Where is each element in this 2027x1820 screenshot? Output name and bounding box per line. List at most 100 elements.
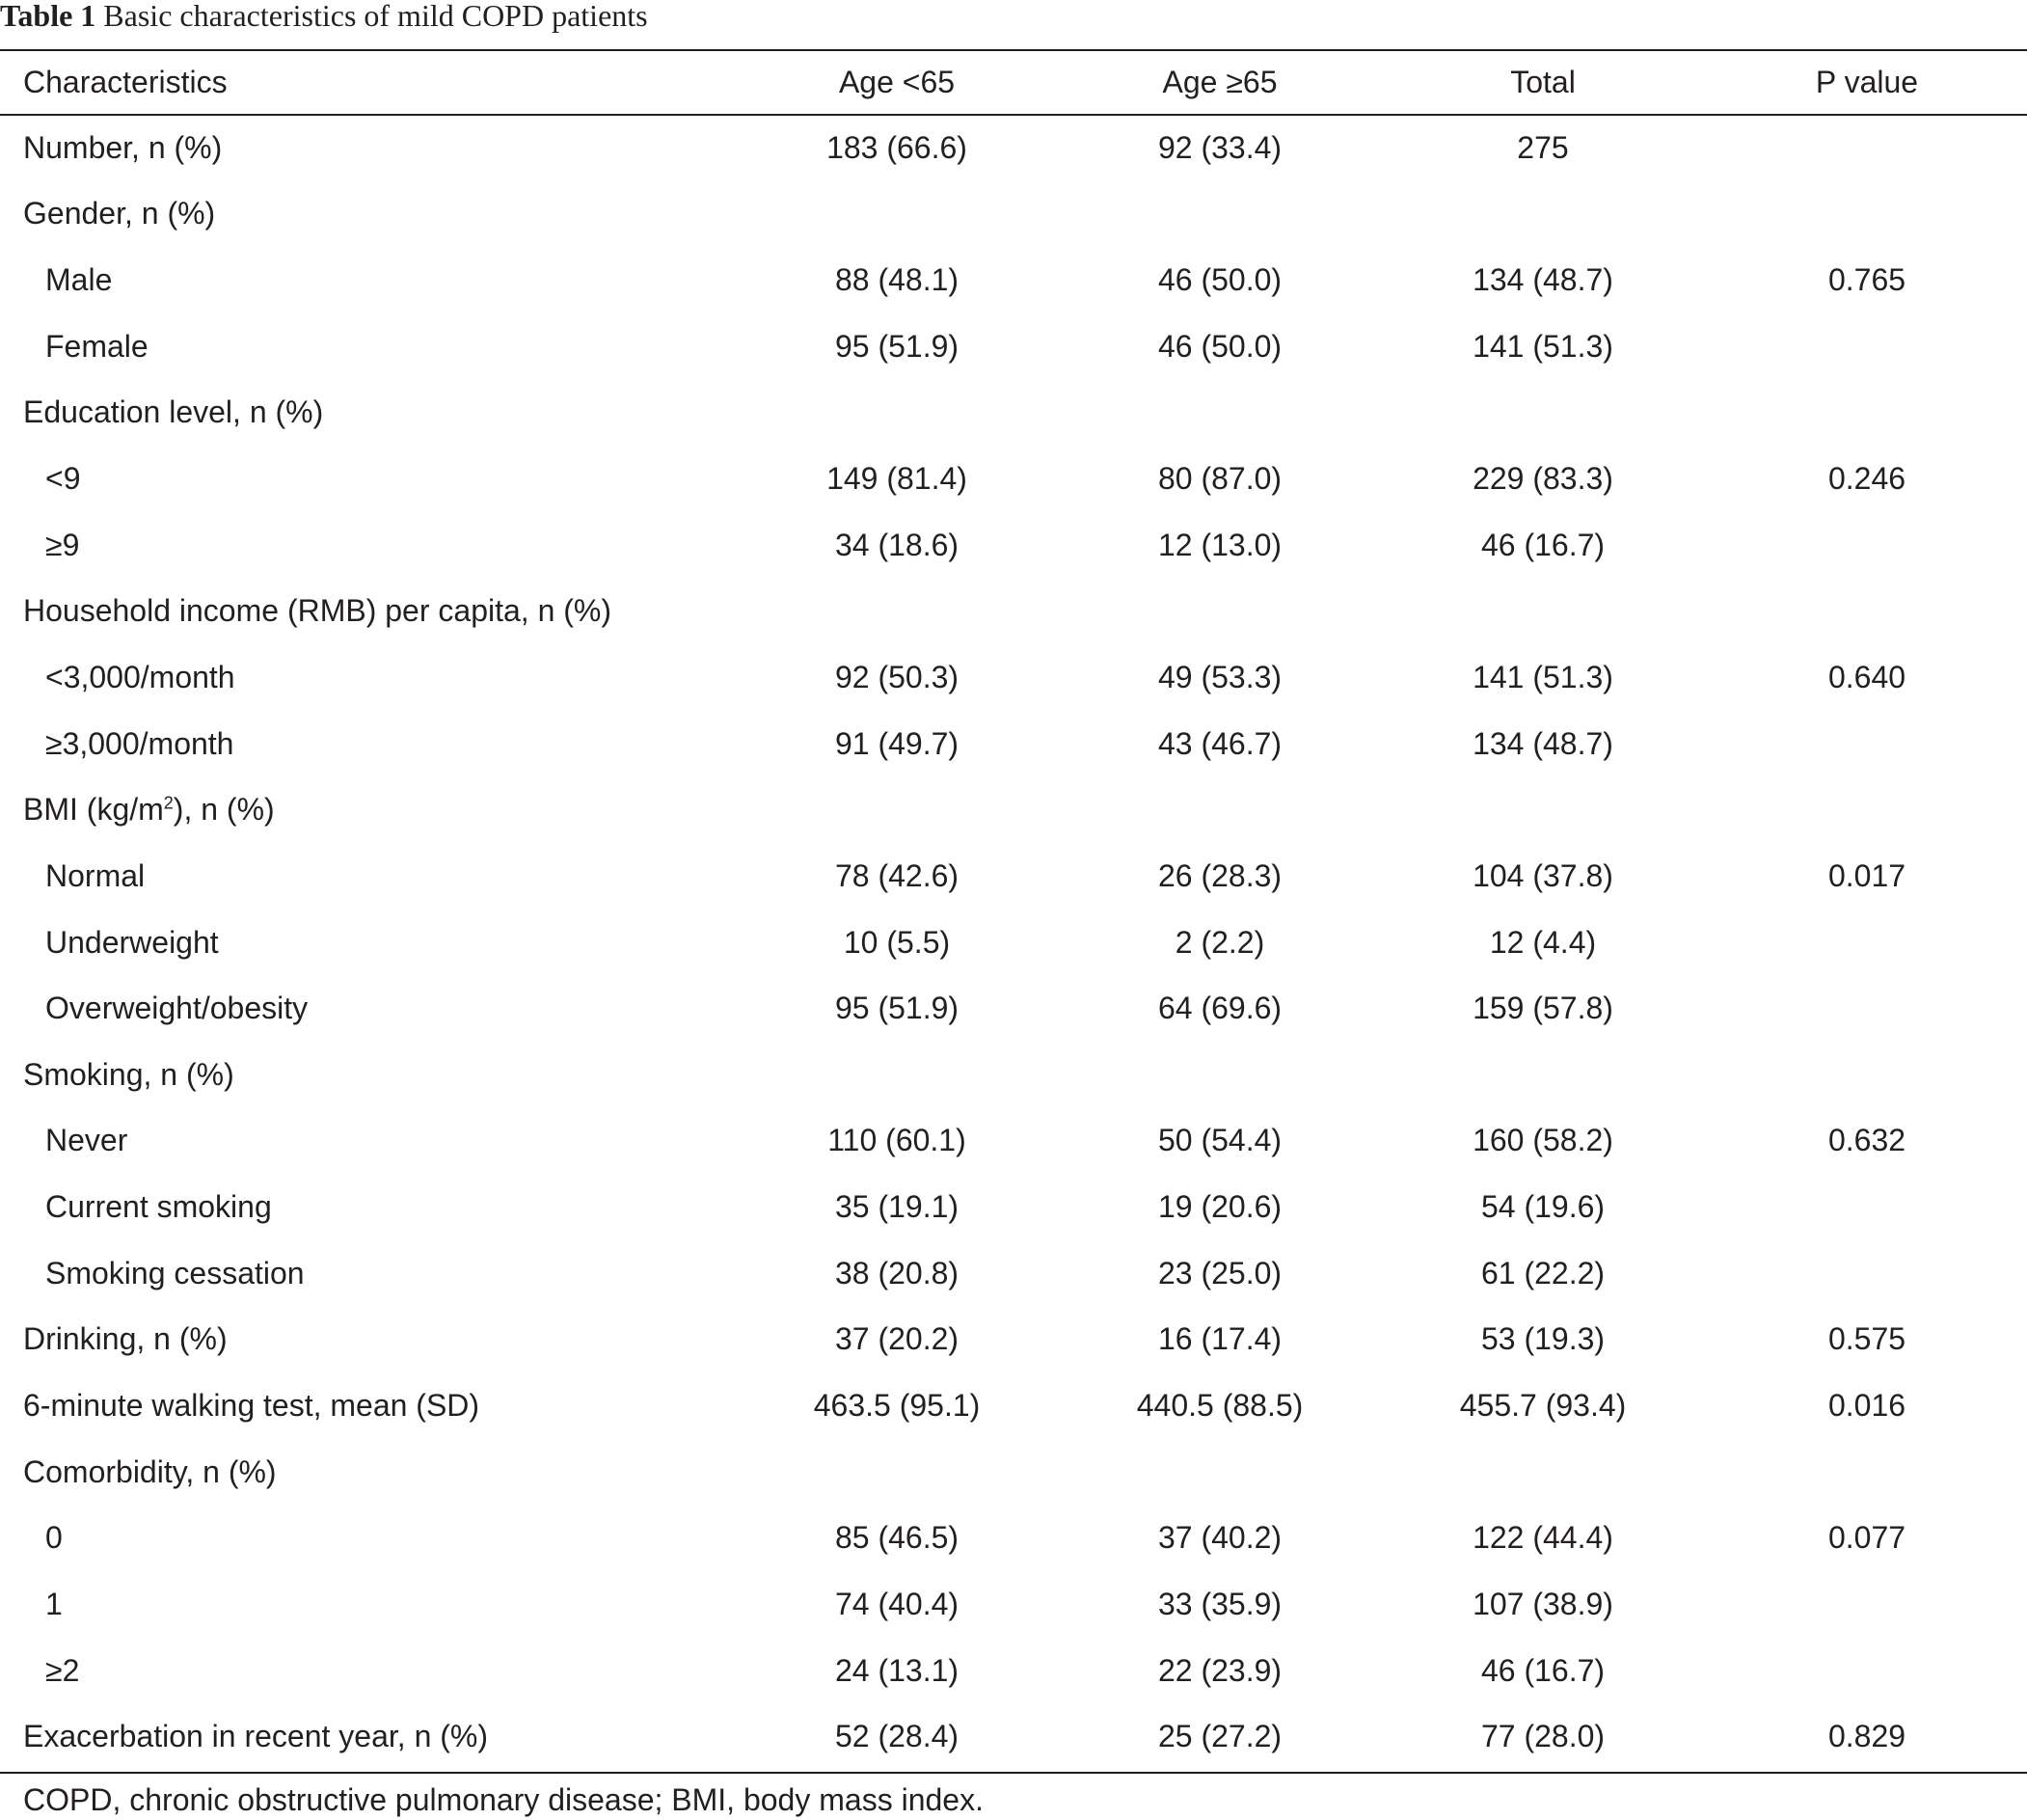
row-sublabel: Overweight/obesity (45, 991, 309, 1026)
cell-age-65-plus: 37 (40.2) (1157, 1520, 1283, 1556)
row-sublabel: ≥2 (45, 1652, 80, 1688)
cell-age-65-plus: 80 (87.0) (1157, 461, 1283, 497)
table-row: Current smoking 35 (19.1) 19 (20.6) 54 (19.… (0, 1174, 2027, 1240)
row-sublabel: 0 (45, 1520, 63, 1556)
header-age-under-65: Age <65 (838, 65, 956, 99)
cell-age-under-65: 463.5 (95.1) (813, 1387, 981, 1423)
row-sublabel: ≥9 (45, 527, 80, 562)
cell-total (1379, 776, 1707, 843)
cell-age-65-plus (1061, 1042, 1379, 1108)
table-row: Drinking, n (%) 37 (20.2) 16 (17.4) 53 (19.… (0, 1307, 2027, 1373)
cell-total: 455.7 (93.4) (1459, 1387, 1627, 1423)
row-label: Household income (RMB) per capita, n (%) (23, 593, 612, 629)
cell-age-65-plus: 49 (53.3) (1157, 659, 1283, 694)
cell-p-value (1707, 1571, 2027, 1638)
cell-p-value: 0.640 (1827, 659, 1906, 694)
cell-p-value: 0.016 (1827, 1387, 1906, 1423)
cell-age-under-65: 24 (13.1) (834, 1652, 959, 1688)
cell-p-value: 0.765 (1827, 262, 1906, 298)
cell-p-value: 0.017 (1827, 857, 1906, 893)
row-sublabel: Never (45, 1123, 128, 1158)
cell-p-value (1707, 975, 2027, 1042)
cell-age-65-plus: 50 (54.4) (1157, 1123, 1283, 1158)
cell-total (1379, 380, 1707, 447)
row-label: Exacerbation in recent year, n (%) (23, 1719, 489, 1754)
table-row: Comorbidity, n (%) (0, 1439, 2027, 1506)
cell-total: 141 (51.3) (1473, 328, 1613, 364)
cell-age-65-plus: 46 (50.0) (1157, 262, 1283, 298)
cell-p-value: 0.246 (1827, 461, 1906, 497)
cell-age-under-65 (733, 1042, 1061, 1108)
row-sublabel: Male (45, 262, 113, 298)
table-row: 1 74 (40.4) 33 (35.9) 107 (38.9) (0, 1571, 2027, 1638)
table-row: ≥9 34 (18.6) 12 (13.0) 46 (16.7) (0, 512, 2027, 579)
cell-age-under-65: 38 (20.8) (834, 1255, 959, 1290)
table-footnote: COPD, chronic obstructive pulmonary dise… (23, 1782, 984, 1817)
cell-age-65-plus: 26 (28.3) (1157, 857, 1283, 893)
table-row: Number, n (%) 183 (66.6) 92 (33.4) 275 (0, 115, 2027, 181)
table-row: Smoking, n (%) (0, 1042, 2027, 1108)
header-p-value: P value (1815, 65, 1919, 99)
table-row: Education level, n (%) (0, 380, 2027, 447)
cell-p-value (1707, 380, 2027, 447)
cell-total (1379, 1439, 1707, 1506)
cell-total: 104 (37.8) (1473, 857, 1613, 893)
cell-p-value (1707, 181, 2027, 248)
row-sublabel: Normal (45, 857, 146, 893)
row-label: Smoking, n (%) (23, 1056, 234, 1092)
cell-age-under-65 (733, 776, 1061, 843)
cell-p-value (1707, 1240, 2027, 1307)
row-sublabel: Female (45, 328, 149, 364)
table-caption: Table 1 Basic characteristics of mild CO… (0, 0, 648, 39)
cell-total: 275 (1517, 129, 1569, 165)
table-caption-label: Table 1 (0, 0, 96, 33)
row-label-text-after: ), n (%) (173, 792, 275, 828)
cell-age-under-65: 85 (46.5) (834, 1520, 959, 1556)
row-sublabel: Underweight (45, 924, 219, 960)
cell-p-value: 0.632 (1827, 1123, 1906, 1158)
cell-age-under-65: 74 (40.4) (834, 1586, 959, 1621)
header-age-65-plus: Age ≥65 (1162, 65, 1278, 99)
cell-total: 229 (83.3) (1473, 461, 1613, 497)
row-label: Education level, n (%) (23, 394, 324, 430)
row-label: Comorbidity, n (%) (23, 1453, 277, 1489)
cell-age-65-plus: 25 (27.2) (1157, 1719, 1283, 1754)
cell-total: 160 (58.2) (1473, 1123, 1613, 1158)
row-label: BMI (kg/m2), n (%) (0, 776, 733, 843)
cell-p-value (1707, 512, 2027, 579)
row-label: Number, n (%) (23, 129, 223, 165)
cell-total: 141 (51.3) (1473, 659, 1613, 694)
cell-age-under-65: 95 (51.9) (834, 328, 959, 364)
row-label-superscript: 2 (163, 793, 174, 813)
cell-total (1379, 578, 1707, 644)
table-row: Smoking cessation 38 (20.8) 23 (25.0) 61 (2… (0, 1240, 2027, 1307)
cell-total: 107 (38.9) (1473, 1586, 1613, 1621)
cell-total: 46 (16.7) (1480, 527, 1606, 562)
cell-p-value (1707, 1174, 2027, 1240)
cell-p-value (1707, 1638, 2027, 1704)
table-row: Normal 78 (42.6) 26 (28.3) 104 (37.8) 0.017 (0, 843, 2027, 910)
cell-p-value (1707, 313, 2027, 380)
table-row: Male 88 (48.1) 46 (50.0) 134 (48.7) 0.765 (0, 247, 2027, 313)
table-row: Underweight 10 (5.5) 2 (2.2) 12 (4.4) (0, 910, 2027, 976)
cell-p-value (1707, 1042, 2027, 1108)
row-label-text: BMI (kg/m (23, 792, 164, 828)
cell-total: 77 (28.0) (1480, 1719, 1606, 1754)
cell-p-value: 0.077 (1827, 1520, 1906, 1556)
cell-age-65-plus: 12 (13.0) (1157, 527, 1283, 562)
cell-p-value: 0.829 (1827, 1719, 1906, 1754)
header-characteristics: Characteristics (23, 65, 228, 99)
table-row: Overweight/obesity 95 (51.9) 64 (69.6) 159 … (0, 975, 2027, 1042)
cell-age-under-65 (733, 380, 1061, 447)
table-row: ≥3,000/month 91 (49.7) 43 (46.7) 134 (48.7) (0, 711, 2027, 777)
cell-age-65-plus: 19 (20.6) (1157, 1189, 1283, 1225)
table-caption-title: Basic characteristics of mild COPD patie… (103, 0, 648, 33)
table-row: Female 95 (51.9) 46 (50.0) 141 (51.3) (0, 313, 2027, 380)
cell-age-65-plus: 64 (69.6) (1157, 991, 1283, 1026)
cell-total: 134 (48.7) (1473, 262, 1613, 298)
cell-total: 54 (19.6) (1480, 1189, 1606, 1225)
cell-age-65-plus (1061, 380, 1379, 447)
cell-age-65-plus (1061, 1439, 1379, 1506)
cell-p-value: 0.575 (1827, 1321, 1906, 1357)
cell-age-65-plus: 33 (35.9) (1157, 1586, 1283, 1621)
